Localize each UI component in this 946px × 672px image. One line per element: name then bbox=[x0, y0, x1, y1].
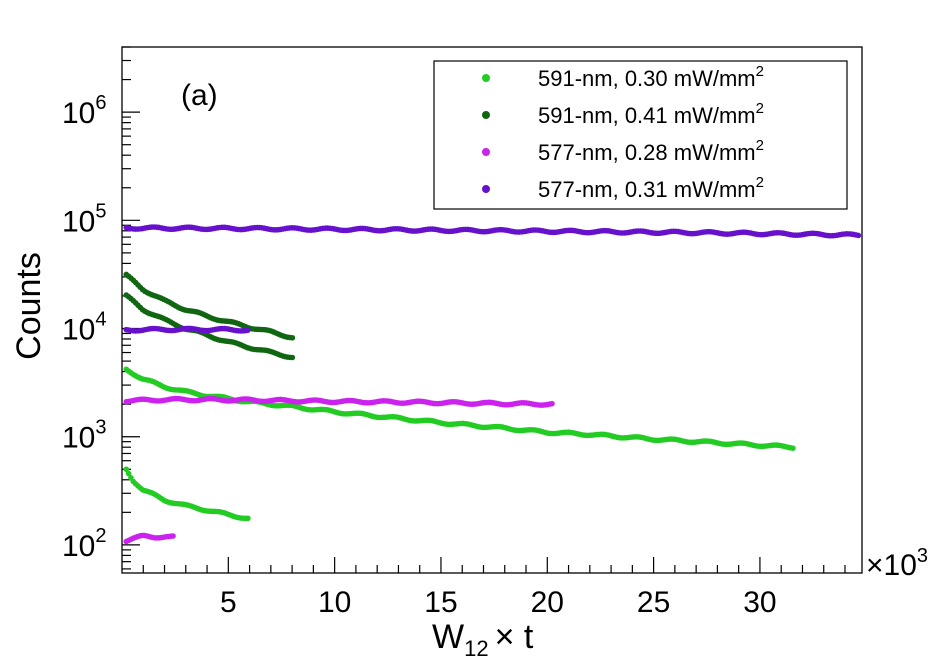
legend-marker bbox=[482, 185, 490, 193]
legend-label: 577-nm, 0.28 mW/mm2 bbox=[538, 137, 764, 165]
axis-ticks bbox=[122, 46, 846, 573]
y-tick-label: 103 bbox=[62, 417, 107, 455]
y-tick-label: 104 bbox=[62, 309, 107, 347]
series-2 bbox=[123, 271, 296, 361]
x-tick-label: 10 bbox=[318, 586, 351, 619]
legend: 591-nm, 0.30 mW/mm2 591-nm, 0.41 mW/mm2 57… bbox=[433, 60, 848, 210]
x-axis-title: W12 × t bbox=[432, 618, 534, 661]
data-point bbox=[289, 334, 296, 341]
data-point bbox=[125, 470, 132, 477]
legend-label: 577-nm, 0.31 mW/mm2 bbox=[538, 174, 764, 202]
data-point bbox=[790, 445, 796, 451]
data-points bbox=[123, 224, 862, 545]
plot-frame bbox=[121, 46, 863, 574]
data-point bbox=[549, 400, 555, 407]
y-axis-title: Counts bbox=[10, 252, 48, 360]
legend-label: 591-nm, 0.30 mW/mm2 bbox=[538, 63, 764, 91]
legend-box bbox=[433, 60, 848, 210]
y-tick-labels: 102 103 104 105 106 bbox=[62, 92, 107, 563]
y-tick-label: 105 bbox=[62, 200, 107, 238]
data-point bbox=[245, 515, 251, 522]
panel-label: (a) bbox=[181, 79, 218, 112]
data-point bbox=[123, 466, 130, 473]
legend-label: 591-nm, 0.41 mW/mm2 bbox=[538, 100, 764, 128]
data-point bbox=[855, 232, 862, 239]
data-point bbox=[245, 327, 251, 333]
x-multiplier: ×103 bbox=[866, 545, 928, 582]
x-tick-label: 25 bbox=[637, 586, 670, 619]
x-tick-label: 30 bbox=[743, 586, 776, 619]
x-tick-label: 20 bbox=[531, 586, 564, 619]
series-4 bbox=[123, 224, 862, 334]
y-tick-label: 106 bbox=[62, 92, 107, 130]
legend-marker bbox=[482, 74, 490, 82]
y-tick-label: 102 bbox=[62, 525, 107, 563]
x-tick-label: 5 bbox=[220, 586, 237, 619]
x-tick-labels: 5 10 15 20 25 30 bbox=[220, 586, 777, 619]
legend-marker bbox=[482, 111, 490, 119]
x-tick-label: 15 bbox=[424, 586, 457, 619]
legend-marker bbox=[482, 148, 490, 156]
data-point bbox=[289, 354, 296, 361]
data-point bbox=[170, 533, 176, 539]
series-3 bbox=[123, 395, 555, 545]
